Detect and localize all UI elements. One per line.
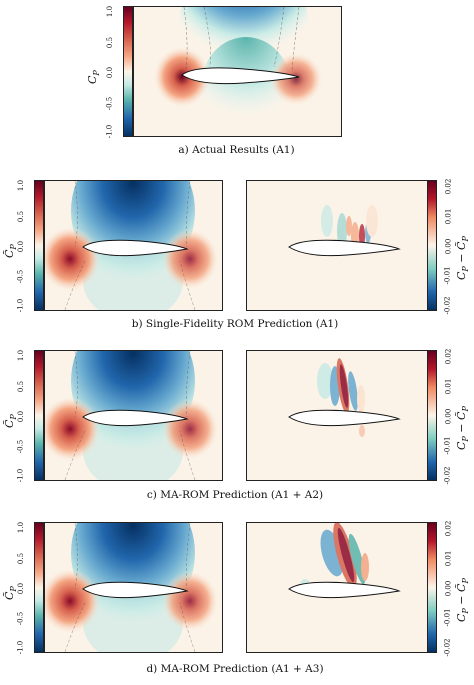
cbar-tick: -0.02 bbox=[443, 296, 452, 315]
diff-axis-label: CP − C̃P bbox=[455, 578, 471, 622]
difference-plot-d bbox=[246, 522, 428, 653]
colorbar-diff-c bbox=[427, 350, 437, 481]
cbar-tick: -0.01 bbox=[443, 608, 452, 627]
cbar-tick: -1.0 bbox=[105, 124, 114, 139]
cbar-tick: 1.0 bbox=[17, 179, 26, 192]
colorbar-diff-d bbox=[427, 522, 437, 653]
cbar-tick: 0.0 bbox=[106, 66, 115, 79]
cbar-tick: -0.01 bbox=[443, 266, 452, 285]
contour-plot-a bbox=[133, 6, 342, 137]
cbar-tick: -0.5 bbox=[105, 96, 114, 111]
cbar-tick: -0.01 bbox=[443, 436, 452, 455]
cbar-tick: 0.0 bbox=[17, 410, 26, 423]
caption-b: b) Single-Fidelity ROM Prediction (A1) bbox=[131, 318, 339, 330]
cbar-tick: -0.02 bbox=[443, 466, 452, 485]
cbar-tick: -0.5 bbox=[16, 439, 25, 454]
caption-d: d) MA-ROM Prediction (A1 + A3) bbox=[146, 663, 324, 675]
caption-a: a) Actual Results (A1) bbox=[178, 144, 295, 156]
difference-plot-c bbox=[246, 350, 428, 481]
caption-c: c) MA-ROM Prediction (A1 + A2) bbox=[146, 489, 324, 501]
cbar-tick: 1.0 bbox=[17, 349, 26, 362]
cbar-tick: 0.01 bbox=[444, 208, 453, 225]
cbar-tick: 0.5 bbox=[17, 552, 26, 565]
cbar-tick: 1.0 bbox=[17, 521, 26, 534]
colorbar-cp-a bbox=[123, 6, 133, 137]
colorbar-cp-d bbox=[34, 522, 44, 653]
cbar-tick: 0.01 bbox=[444, 378, 453, 395]
colorbar-cp-b bbox=[34, 180, 44, 311]
contour-plot-d bbox=[44, 522, 223, 653]
cbar-tick: -0.5 bbox=[16, 269, 25, 284]
cbar-tick: 0.02 bbox=[444, 520, 453, 537]
cp-tilde-axis-label: C̃P bbox=[3, 244, 19, 258]
colorbar-cp-c bbox=[34, 350, 44, 481]
cbar-tick: 1.0 bbox=[106, 5, 115, 18]
cbar-tick: 0.00 bbox=[444, 408, 453, 425]
diff-axis-label: CP − C̃P bbox=[455, 236, 471, 280]
contour-plot-c bbox=[44, 350, 223, 481]
cbar-tick: 0.0 bbox=[17, 240, 26, 253]
cbar-tick: -0.5 bbox=[16, 611, 25, 626]
cbar-tick: 0.5 bbox=[17, 380, 26, 393]
cbar-tick: 0.5 bbox=[17, 210, 26, 223]
cbar-tick: 0.01 bbox=[444, 550, 453, 567]
colorbar-diff-b bbox=[427, 180, 437, 311]
cp-tilde-axis-label: C̃P bbox=[3, 414, 19, 428]
cbar-tick: -1.0 bbox=[16, 468, 25, 483]
diff-axis-label: CP − C̃P bbox=[455, 406, 471, 450]
cbar-tick: 0.0 bbox=[17, 582, 26, 595]
cbar-tick: 0.00 bbox=[444, 238, 453, 255]
cbar-tick: 0.02 bbox=[444, 348, 453, 365]
cbar-tick: 0.02 bbox=[444, 178, 453, 195]
cbar-tick: -1.0 bbox=[16, 298, 25, 313]
cbar-tick: 0.00 bbox=[444, 580, 453, 597]
cp-tilde-axis-label: C̃P bbox=[3, 586, 19, 600]
difference-plot-b bbox=[246, 180, 428, 311]
cbar-tick: -0.02 bbox=[443, 638, 452, 657]
cp-axis-label: CP bbox=[86, 70, 102, 84]
cbar-tick: 0.5 bbox=[106, 36, 115, 49]
cbar-tick: -1.0 bbox=[16, 640, 25, 655]
contour-plot-b bbox=[44, 180, 223, 311]
